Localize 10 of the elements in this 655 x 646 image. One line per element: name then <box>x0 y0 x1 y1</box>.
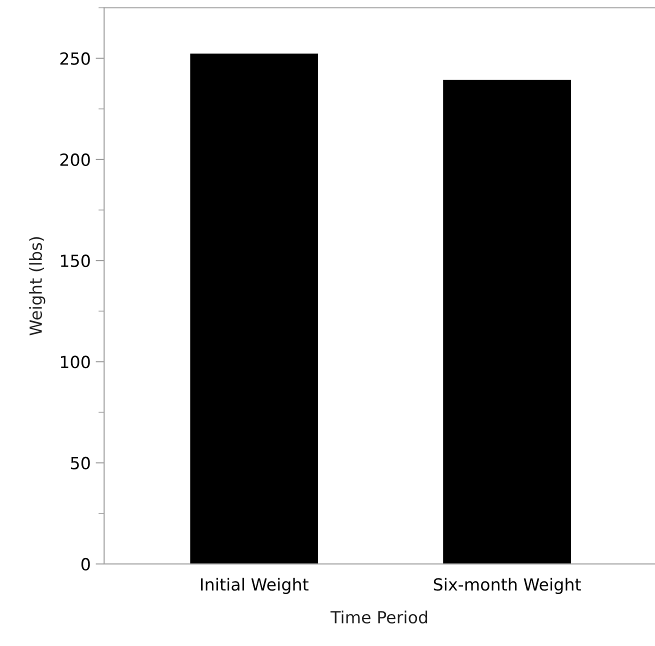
y-axis-title: Weight (lbs) <box>29 237 46 336</box>
y-tick-label: 150 <box>60 254 90 268</box>
y-tick-label: 50 <box>71 456 90 470</box>
y-tick-label: 200 <box>60 153 90 166</box>
y-tick-label: 0 <box>81 558 90 571</box>
x-tick-label: Initial Weight <box>201 578 308 594</box>
y-tick-label: 100 <box>60 356 90 368</box>
y-tick-label: 250 <box>60 52 90 65</box>
x-tick-label: Six-month Weight <box>434 578 581 594</box>
x-axis-title: Time Period <box>330 610 428 624</box>
